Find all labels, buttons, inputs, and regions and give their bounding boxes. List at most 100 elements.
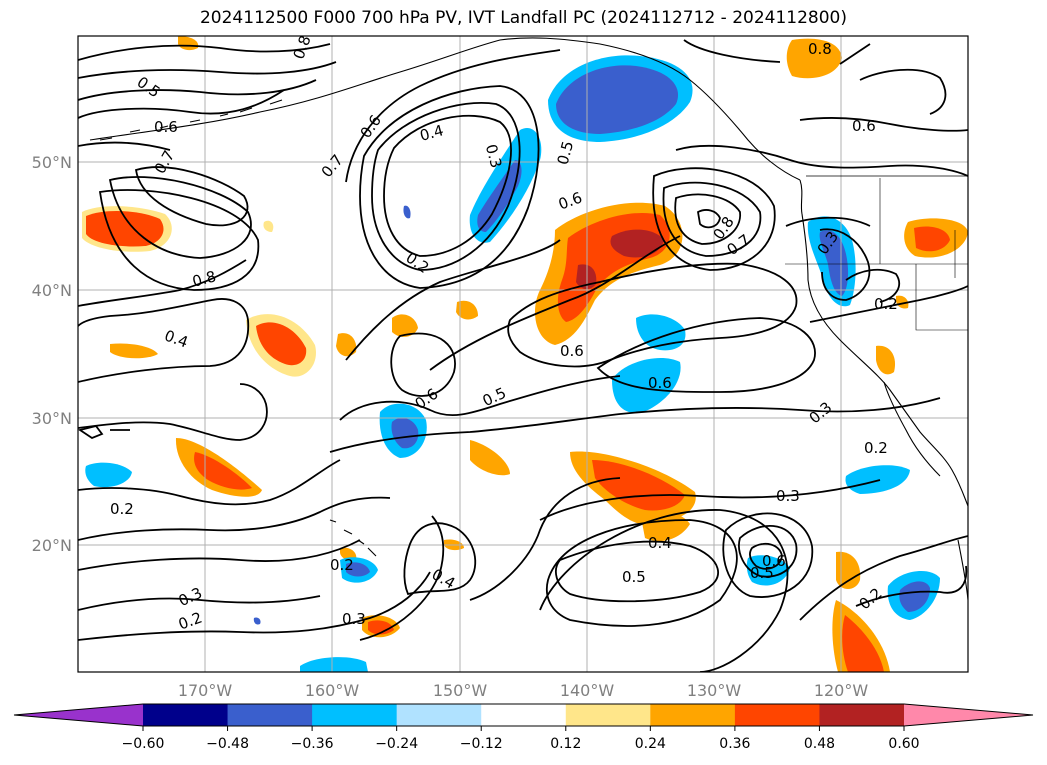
contour-label: 0.6: [556, 188, 585, 213]
state-borders: [785, 178, 968, 331]
contour-label: 0.8: [290, 33, 315, 62]
positive-anomaly: [914, 226, 950, 252]
map-title: 2024112500 F000 700 hPa PV, IVT Landfall…: [199, 8, 847, 28]
contour-label: 0.4: [162, 326, 191, 351]
positive-anomaly: [842, 615, 884, 672]
colorbar-tick-label: 0.36: [719, 736, 750, 752]
pv-contour: [749, 542, 783, 570]
contour-label: 0.3: [176, 584, 205, 610]
colorbar-tick-label: −0.48: [206, 736, 249, 752]
pv-contour: [78, 61, 337, 79]
colorbar-segment: [396, 704, 482, 726]
contour-label: 0.6: [648, 374, 672, 392]
lon-label: 160°W: [305, 681, 360, 700]
pv-contour: [596, 317, 816, 393]
contour-label: 0.6: [762, 552, 786, 570]
contour-label: 0.2: [402, 249, 432, 277]
pv-contour: [78, 496, 391, 541]
negative-anomaly: [391, 417, 419, 449]
alaska-coast: [89, 37, 801, 181]
pv-contour: [539, 479, 881, 521]
pv-contour: [108, 176, 252, 259]
pv-contour: [785, 216, 871, 227]
positive-anomaly: [110, 343, 158, 359]
contour-label: 0.5: [480, 384, 509, 410]
pv-contour: [345, 49, 561, 183]
negative-anomaly: [300, 657, 368, 672]
pv-contour: [799, 117, 968, 132]
pv-contour: [738, 524, 798, 578]
pv-contour: [78, 424, 104, 440]
negative-anomaly: [253, 617, 261, 625]
colorbar-extend-low: [14, 704, 143, 726]
pv-contour: [390, 332, 456, 397]
negative-anomaly: [899, 581, 930, 612]
contour-label: 0.3: [482, 142, 506, 170]
negative-anomaly: [845, 465, 910, 494]
pv-contour: [383, 114, 512, 257]
baja-coast: [883, 381, 941, 477]
positive-anomaly: [640, 510, 690, 542]
pv-contour: [674, 193, 741, 245]
colorbar-tick-label: 0.12: [550, 736, 581, 752]
contour-label: 0.3: [776, 487, 800, 505]
map-plot-area: 0.5 0.6 0.7 0.8 0.4 0.6 0.3 0.5 0.6 0.8 …: [78, 33, 968, 672]
contour-label: 0.6: [154, 118, 178, 136]
latitude-labels: 50°N 40°N 30°N 20°N: [32, 153, 72, 555]
pv-contour: [555, 540, 719, 603]
lon-label: 130°W: [687, 681, 742, 700]
contour-label: 0.2: [110, 500, 134, 518]
lat-label: 50°N: [32, 153, 72, 172]
contour-label: 0.5: [622, 568, 646, 586]
pv-contour: [78, 298, 250, 383]
pv-contour: [371, 102, 521, 271]
contour-label: 0.5: [750, 564, 774, 582]
contour-label: 0.6: [852, 117, 876, 135]
positive-anomaly: [178, 36, 199, 51]
contour-label: 0.2: [856, 584, 886, 613]
contour-label: 0.3: [342, 610, 366, 628]
pv-contour: [845, 268, 901, 303]
pv-contour: [78, 571, 431, 641]
lat-label: 30°N: [32, 409, 72, 428]
pv-contour: [359, 515, 445, 641]
contour-label: 0.2: [330, 556, 354, 574]
positive-anomaly: [392, 314, 418, 337]
pv-contour: [799, 535, 968, 621]
colorbar-segment: [819, 704, 905, 726]
contour-label: 0.5: [134, 73, 164, 101]
positive-anomaly: [368, 620, 394, 635]
negative-anomaly: [346, 562, 370, 577]
aleutian-islands: [99, 99, 283, 141]
pv-contour: [78, 43, 331, 61]
pv-contour: [134, 166, 249, 227]
pv-contour: [809, 285, 968, 323]
contour-label: 0.4: [648, 534, 672, 552]
pv-contour: [345, 239, 561, 361]
lon-label: 120°W: [814, 681, 869, 700]
contour-label: 0.4: [418, 121, 446, 145]
pv-contour: [652, 167, 776, 271]
pv-contour: [697, 209, 721, 229]
lon-label: 170°W: [178, 681, 233, 700]
positive-anomaly: [896, 295, 909, 309]
pv-contour: [78, 259, 247, 307]
graticule: [78, 36, 968, 672]
contour-label: 0.2: [874, 295, 898, 313]
longitude-labels: 170°W 160°W 150°W 140°W 130°W 120°W: [178, 681, 869, 700]
colorbar-tick-label: −0.24: [375, 736, 418, 752]
contour-label: 0.5: [554, 139, 578, 167]
contour-label: 0.8: [808, 40, 832, 58]
pv-contour: [78, 79, 317, 101]
shaded-anomalies: [82, 36, 968, 672]
pv-contour: [98, 189, 260, 291]
colorbar-tick-label: −0.12: [460, 736, 503, 752]
contour-label: 0.3: [806, 398, 836, 427]
pv-contour: [329, 397, 941, 453]
pv-contour: [546, 519, 738, 627]
lat-label: 40°N: [32, 281, 72, 300]
positive-anomaly: [336, 333, 357, 357]
colorbar-tick-label: 0.24: [635, 736, 666, 752]
colorbar-tick-label: −0.36: [291, 736, 334, 752]
